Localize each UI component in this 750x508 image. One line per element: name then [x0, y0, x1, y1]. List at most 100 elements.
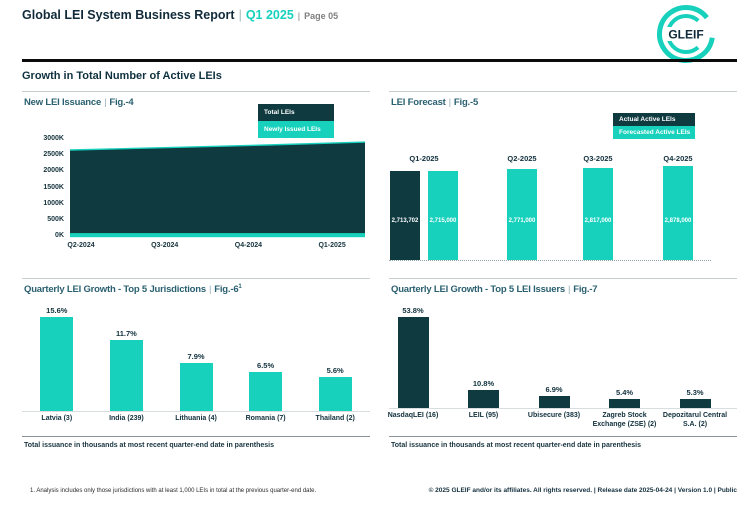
- total-leis-area: [70, 142, 365, 236]
- fig6-title: Quarterly LEI Growth - Top 5 Jurisdictio…: [24, 284, 242, 295]
- category-label: Q2-2025: [507, 154, 537, 163]
- category-label: Lithuania (4): [175, 415, 217, 422]
- legend-item-teal: Newly Issued LEIs: [258, 121, 334, 138]
- bar: [109, 340, 143, 411]
- y-tick-label: 0K: [55, 232, 64, 240]
- x-tick-label: Q4-2024: [234, 242, 263, 249]
- value-label: 15.6%: [46, 305, 68, 315]
- fig7-title: Quarterly LEI Growth - Top 5 LEI Issuers…: [391, 284, 598, 295]
- separator: |: [297, 11, 301, 21]
- fig7-fig-label: Fig.-7: [573, 284, 598, 295]
- bar-forecast: 2,771,000: [507, 169, 537, 260]
- newly-issued-band: [70, 233, 365, 238]
- bar: [179, 363, 213, 411]
- separator: |: [448, 97, 451, 108]
- bar: [318, 377, 352, 411]
- legend-item-teal: Forecasted Active LEIs: [613, 126, 695, 139]
- y-tick-label: 1000K: [43, 199, 64, 207]
- category-label: LEIL (95): [468, 412, 499, 419]
- fig5-panel: LEI Forecast | Fig.-5 Actual Active LEIs Fo…: [389, 91, 737, 264]
- bar-value-label: 2,713,702: [391, 217, 419, 224]
- y-tick-label: 2500K: [43, 151, 64, 159]
- axis-line: [22, 411, 370, 412]
- fig6-fig-label: Fig.-6: [214, 284, 239, 296]
- fig5-fig-label: Fig.-5: [453, 97, 479, 108]
- value-label: 5.3%: [686, 388, 704, 398]
- fig4-title: New LEI Issuance | Fig.-4: [24, 97, 134, 108]
- fig6-caption: Total issuance in thousands at most rece…: [24, 442, 274, 449]
- category-label: Q3-2025: [583, 154, 613, 163]
- report-title-row: Global LEI System Business Report | Q1 202…: [22, 8, 338, 22]
- y-tick-label: 500K: [47, 215, 64, 223]
- x-tick-label: Q3-2024: [151, 242, 179, 249]
- bar: [40, 316, 74, 411]
- fig6-footnote-ref: 1: [238, 284, 242, 290]
- fig7-panel: Quarterly LEI Growth - Top 5 LEI Issuers…: [388, 278, 737, 457]
- value-label: 10.8%: [472, 378, 495, 388]
- value-label: 11.7%: [115, 329, 137, 339]
- category-label: Q1-2025: [409, 154, 439, 163]
- bar-actual: 2,713,702: [390, 171, 420, 260]
- bar: [609, 398, 640, 408]
- fig4-title-text: New LEI Issuance: [24, 97, 102, 108]
- value-label: 6.9%: [545, 385, 563, 395]
- legend-item-dark: Total LEIs: [258, 104, 334, 121]
- bar-value-label: 2,817,000: [584, 217, 612, 224]
- fig7-caption-divider: [389, 436, 737, 437]
- section-title: Growth in Total Number of Active LEIs: [22, 70, 222, 82]
- legend-item-dark: Actual Active LEIs: [613, 113, 695, 126]
- value-label: 53.8%: [402, 306, 424, 316]
- bar-forecast: 2,817,000: [583, 167, 613, 260]
- bar-forecast: 2,715,000: [428, 171, 458, 260]
- fig4-area-svg: [70, 141, 365, 238]
- category-label: Latvia (3): [41, 415, 73, 422]
- copyright: © 2025 GLEIF and/or its affiliates. All …: [428, 487, 737, 494]
- fig6-caption-divider: [22, 436, 370, 437]
- logo-text: GLEIF: [668, 28, 703, 42]
- value-label: 5.4%: [615, 387, 634, 397]
- fig6-title-text: Quarterly LEI Growth - Top 5 Jurisdictio…: [24, 284, 206, 296]
- separator: |: [104, 97, 107, 108]
- y-tick-label: 1500K: [43, 183, 64, 191]
- category-label: Q4-2025: [663, 154, 693, 163]
- y-tick-label: 2000K: [43, 167, 64, 175]
- fig7-caption: Total issuance in thousands at most rece…: [391, 442, 641, 449]
- bar-forecast: 2,878,000: [663, 166, 693, 260]
- y-tick-label: 3000K: [43, 135, 64, 142]
- category-label: Romania (7): [245, 415, 286, 422]
- value-label: 6.5%: [257, 360, 275, 370]
- category-label: India (239): [109, 415, 144, 422]
- value-label: 7.9%: [187, 352, 205, 362]
- separator: |: [567, 284, 571, 295]
- footnote: 1. Analysis includes only those jurisdic…: [30, 488, 317, 494]
- category-label: Ubisecure (383): [527, 412, 581, 419]
- bar-value-label: 2,878,000: [664, 218, 692, 224]
- bar: [538, 396, 570, 408]
- x-tick-label: Q1-2025: [318, 242, 346, 249]
- logo-text-mask: [665, 27, 707, 41]
- category-label: Zagreb Stock Exchange (ZSE) (2): [592, 412, 657, 428]
- fig4-fig-label: Fig.-4: [109, 97, 134, 108]
- bar: [397, 317, 429, 408]
- report-title: Global LEI System Business Report: [22, 8, 235, 22]
- bar: [249, 371, 283, 411]
- fig4-panel: New LEI Issuance | Fig.-4 Total LEIs Newly …: [22, 91, 370, 264]
- bar: [679, 399, 711, 408]
- axis-line: [389, 408, 737, 409]
- baseline-dotted: [389, 260, 711, 261]
- header-divider: [22, 59, 737, 62]
- bar-value-label: 2,771,000: [508, 217, 536, 224]
- fig5-title: LEI Forecast | Fig.-5: [391, 97, 478, 108]
- fig5-title-text: LEI Forecast: [391, 97, 446, 108]
- category-label: Depozitarul Central S.A. (2): [662, 412, 728, 428]
- separator: |: [208, 284, 212, 296]
- legend: Total LEIs Newly Issued LEIs: [258, 104, 334, 138]
- bar: [468, 389, 499, 408]
- separator: |: [238, 8, 242, 22]
- gleif-logo: GLEIF: [657, 5, 715, 63]
- page-number: Page 05: [304, 11, 339, 21]
- value-label: 5.6%: [326, 366, 344, 376]
- category-label: NasdaqLEI (16): [387, 412, 439, 419]
- total-leis-topline: [70, 141, 365, 151]
